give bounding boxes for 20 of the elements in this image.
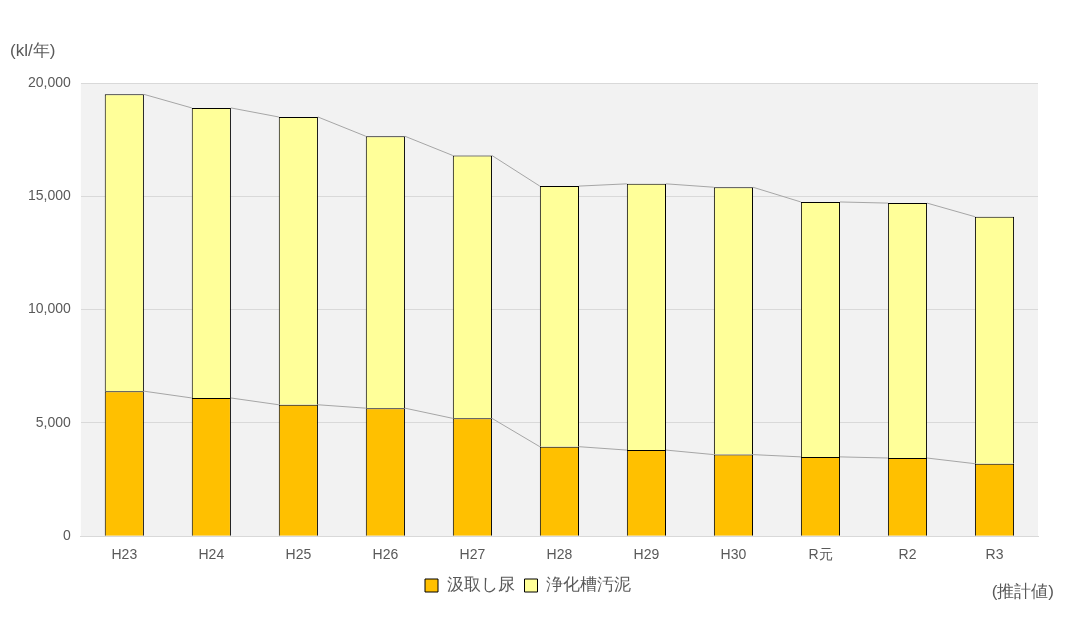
- y-tick-label: 0: [63, 527, 72, 544]
- legend-label: 浄化槽汚泥: [546, 575, 631, 595]
- y-tick-label: 15,000: [27, 187, 72, 204]
- x-tick-label: H27: [459, 546, 486, 563]
- y-tick-label: 10,000: [27, 300, 72, 317]
- y-tick-label: 20,000: [27, 73, 72, 90]
- x-tick-label: R元: [808, 546, 833, 563]
- x-tick-label: R2: [898, 546, 917, 563]
- x-tick-label: R3: [985, 546, 1004, 563]
- x-tick-label: H25: [285, 546, 312, 563]
- x-tick-label: H23: [111, 546, 138, 563]
- x-tick-label: H29: [633, 546, 660, 563]
- x-tick-label: H28: [546, 546, 573, 563]
- x-tick-label: H24: [198, 546, 225, 563]
- text: (推計値): [991, 581, 1054, 601]
- y-tick-label: 5,000: [35, 413, 72, 430]
- x-tick-label: H30: [720, 546, 747, 563]
- legend-label: 汲取し尿: [446, 575, 515, 595]
- x-tick-label: H26: [372, 546, 399, 563]
- y-axis-title: (kl/年): [10, 40, 56, 60]
